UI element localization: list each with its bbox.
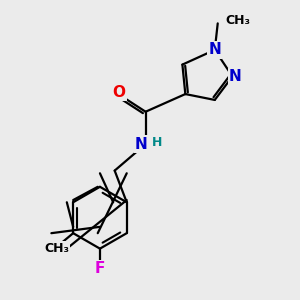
Text: CH₃: CH₃ [225,14,250,27]
Text: H: H [152,136,162,149]
Text: N: N [135,136,148,152]
Text: O: O [112,85,126,100]
Text: N: N [208,42,221,57]
Text: CH₃: CH₃ [44,242,69,255]
Text: F: F [95,261,105,276]
Text: N: N [229,69,242,84]
